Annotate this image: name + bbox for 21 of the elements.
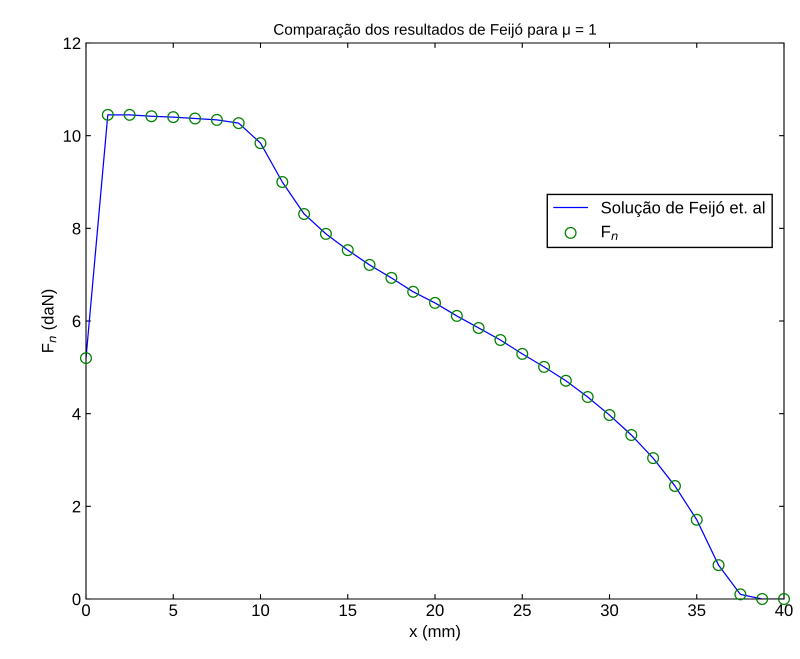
x-tick-label: 0	[82, 604, 90, 616]
y-tick-label: 2	[72, 500, 80, 512]
legend-label: F$_{n}$	[602, 226, 618, 240]
x-tick-label: 30	[600, 604, 618, 616]
x-tick-label: 5	[169, 604, 178, 616]
x-tick-label: 15	[340, 604, 356, 616]
x-tick-label: 10	[252, 604, 270, 616]
legend-label: Solução de Feijó et. al	[601, 201, 764, 217]
y-tick-label: 8	[72, 222, 80, 235]
x-tick-label: 35	[688, 604, 706, 616]
y-tick-label: 0	[72, 593, 80, 606]
y-tick-label: 4	[72, 408, 81, 420]
x-axis-title: x (mm)	[409, 624, 460, 640]
y-axis-title: F$_{n}$ (daN)	[41, 290, 57, 352]
y-tick-label: 12	[64, 37, 80, 50]
y-tick-label: 6	[72, 315, 80, 328]
x-tick-label: 20	[426, 604, 444, 616]
x-tick-label: 25	[514, 604, 531, 616]
y-tick-label: 10	[64, 130, 80, 142]
x-tick-label: 40	[775, 604, 793, 616]
chart-title: Comparação dos resultados de Feijó para μ = 1	[274, 23, 596, 38]
